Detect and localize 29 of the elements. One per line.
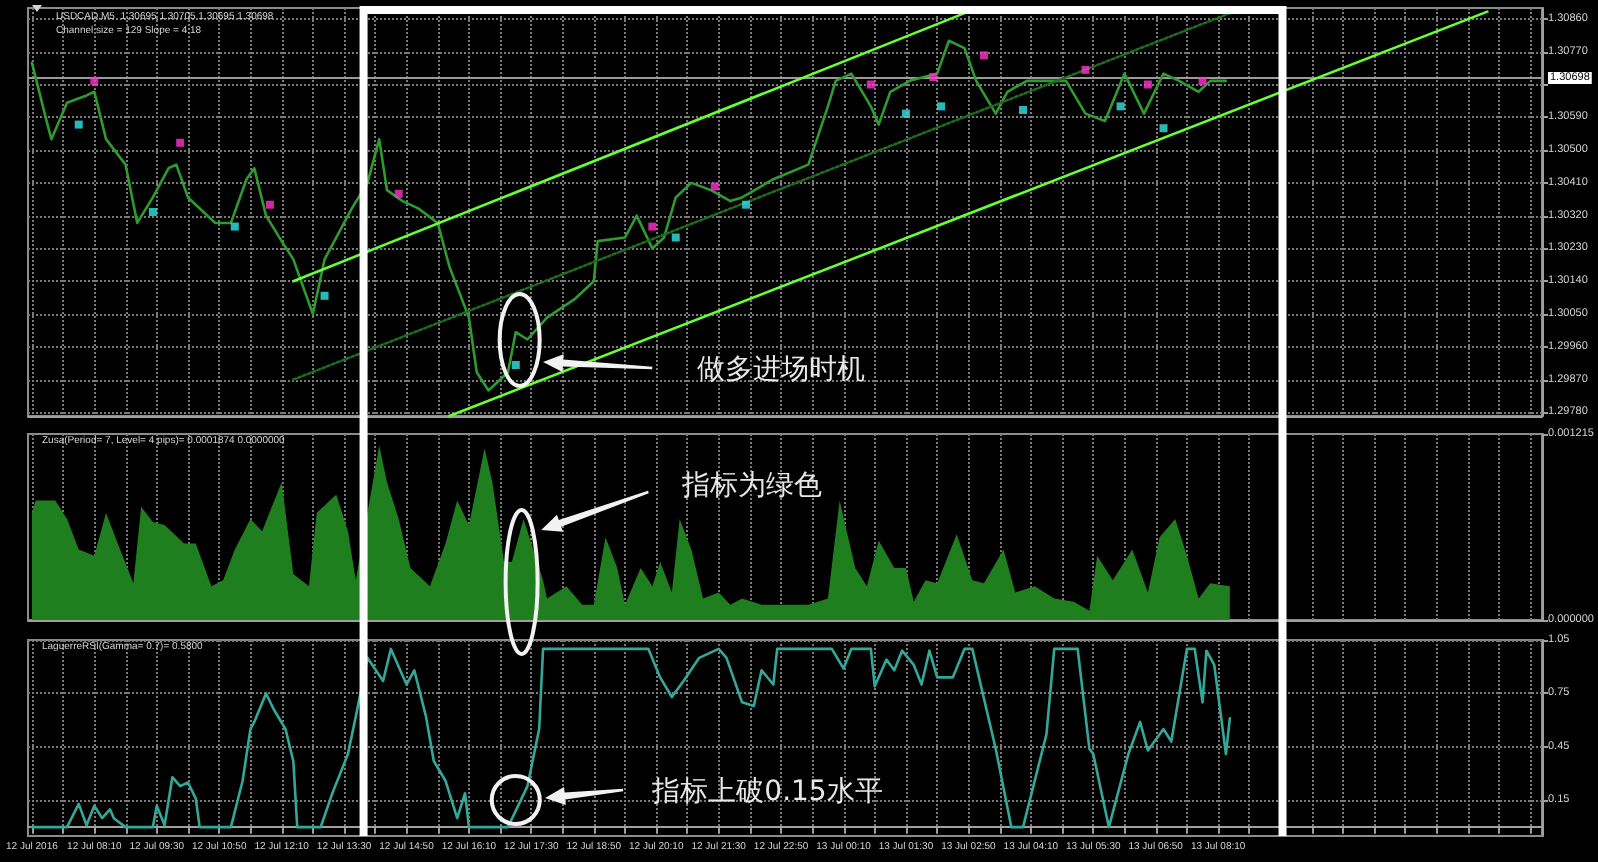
point: [937, 102, 946, 111]
point: [1019, 106, 1028, 114]
point: [148, 208, 157, 216]
point: [1116, 102, 1125, 111]
annotation: 做多进场时机: [697, 353, 866, 386]
point: [74, 120, 83, 129]
point: [671, 233, 680, 242]
point: [901, 109, 910, 118]
point: [394, 189, 403, 198]
point: [710, 182, 719, 191]
point: [648, 222, 657, 231]
point: [320, 291, 329, 300]
line-series: [30, 647, 1232, 829]
point: [1198, 76, 1207, 85]
point: [90, 76, 99, 85]
point: [980, 51, 989, 60]
point: [866, 80, 875, 89]
point: [265, 200, 274, 209]
point: [929, 73, 938, 82]
point: [741, 200, 750, 209]
point: [230, 222, 239, 231]
annotation: 指标为绿色: [679, 469, 822, 502]
point: [1081, 65, 1090, 74]
point: [176, 138, 185, 147]
line-series: [30, 39, 1228, 392]
point: [511, 361, 520, 369]
point: [1159, 124, 1168, 133]
point: [1143, 80, 1152, 89]
annotation: 指标上破0.15水平: [650, 775, 883, 808]
